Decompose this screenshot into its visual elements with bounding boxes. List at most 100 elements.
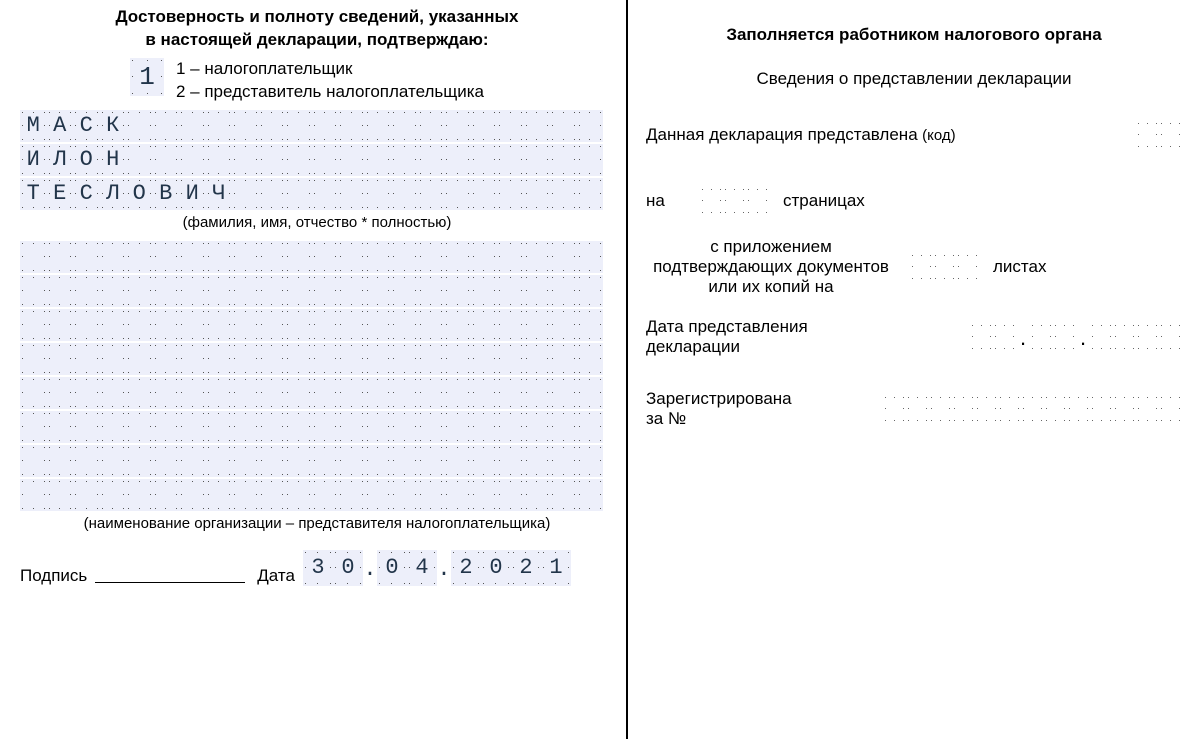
name-cell[interactable] (577, 144, 604, 176)
name-cell[interactable] (577, 110, 604, 142)
name-cell[interactable] (312, 178, 339, 210)
input-cell[interactable] (998, 395, 1021, 423)
org-cell[interactable] (100, 241, 127, 273)
attachments-cells[interactable] (910, 253, 979, 281)
org-cell[interactable] (179, 343, 206, 375)
name-cell[interactable] (285, 178, 312, 210)
org-cell[interactable] (47, 377, 74, 409)
name-cell[interactable] (418, 144, 445, 176)
date-cell[interactable]: 3 (303, 550, 333, 586)
date-cell[interactable] (1053, 323, 1076, 351)
date-cell[interactable] (993, 323, 1016, 351)
declarant-type-code-cell[interactable]: 1 (130, 58, 164, 96)
org-cell[interactable] (259, 275, 286, 307)
input-cell[interactable] (1021, 395, 1044, 423)
org-cell[interactable] (577, 411, 604, 443)
signature-line[interactable] (95, 581, 245, 583)
org-cell[interactable] (471, 241, 498, 273)
org-cell[interactable] (100, 445, 127, 477)
org-cell[interactable] (126, 309, 153, 341)
org-cell[interactable] (338, 309, 365, 341)
org-cell[interactable] (285, 309, 312, 341)
org-cell[interactable] (444, 377, 471, 409)
org-cell[interactable] (100, 377, 127, 409)
org-cell[interactable] (365, 445, 392, 477)
org-cell[interactable] (232, 343, 259, 375)
name-cell[interactable]: О (73, 144, 100, 176)
org-cell[interactable] (20, 241, 47, 273)
input-cell[interactable] (906, 395, 929, 423)
input-cell[interactable] (1136, 395, 1159, 423)
org-cell[interactable] (365, 343, 392, 375)
org-cell[interactable] (444, 241, 471, 273)
org-cell[interactable] (126, 377, 153, 409)
org-row[interactable] (20, 479, 614, 511)
name-cell[interactable]: С (73, 178, 100, 210)
org-cell[interactable] (285, 343, 312, 375)
org-cell[interactable] (153, 275, 180, 307)
org-cell[interactable] (550, 275, 577, 307)
org-cell[interactable] (153, 411, 180, 443)
org-cell[interactable] (365, 275, 392, 307)
org-cell[interactable] (391, 377, 418, 409)
date-cell[interactable] (1136, 323, 1159, 351)
org-cell[interactable] (259, 241, 286, 273)
org-cell[interactable] (577, 445, 604, 477)
org-cell[interactable] (232, 445, 259, 477)
name-cell[interactable] (418, 110, 445, 142)
org-cell[interactable] (497, 241, 524, 273)
org-cell[interactable] (338, 275, 365, 307)
name-cell[interactable] (391, 144, 418, 176)
name-cell[interactable]: Ч (206, 178, 233, 210)
org-cell[interactable] (20, 377, 47, 409)
org-cell[interactable] (179, 445, 206, 477)
input-cell[interactable] (1044, 395, 1067, 423)
org-cell[interactable] (259, 343, 286, 375)
name-cell[interactable] (471, 178, 498, 210)
org-row[interactable] (20, 309, 614, 341)
name-cell[interactable] (285, 144, 312, 176)
name-cell[interactable] (524, 178, 551, 210)
name-cell[interactable] (259, 144, 286, 176)
name-cell[interactable] (338, 110, 365, 142)
org-cell[interactable] (577, 377, 604, 409)
name-cell[interactable] (524, 110, 551, 142)
org-cell[interactable] (73, 479, 100, 511)
org-cell[interactable] (577, 241, 604, 273)
name-cell[interactable]: А (47, 110, 74, 142)
org-cell[interactable] (47, 275, 74, 307)
org-cell[interactable] (577, 275, 604, 307)
org-cell[interactable] (471, 343, 498, 375)
name-row[interactable]: ТЕСЛОВИЧ (20, 178, 614, 210)
name-cell[interactable] (365, 144, 392, 176)
org-cell[interactable] (47, 309, 74, 341)
input-cell[interactable] (910, 253, 933, 281)
org-cell[interactable] (47, 445, 74, 477)
name-cell[interactable] (577, 178, 604, 210)
name-cell[interactable] (444, 110, 471, 142)
name-cell[interactable] (391, 110, 418, 142)
org-cell[interactable] (577, 309, 604, 341)
org-cell[interactable] (179, 411, 206, 443)
name-cell[interactable] (232, 144, 259, 176)
org-cell[interactable] (550, 479, 577, 511)
org-cell[interactable] (153, 377, 180, 409)
org-cell[interactable] (153, 309, 180, 341)
name-cell[interactable] (338, 178, 365, 210)
name-cell[interactable] (206, 110, 233, 142)
org-cell[interactable] (471, 445, 498, 477)
input-cell[interactable] (952, 395, 975, 423)
org-cell[interactable] (312, 309, 339, 341)
org-cell[interactable] (73, 377, 100, 409)
name-cell[interactable] (497, 178, 524, 210)
name-cell[interactable]: Л (47, 144, 74, 176)
date-input[interactable]: 30.04.2021 (303, 550, 571, 586)
name-cell[interactable] (550, 178, 577, 210)
name-cell[interactable] (153, 144, 180, 176)
org-cell[interactable] (444, 309, 471, 341)
org-cell[interactable] (20, 343, 47, 375)
org-row[interactable] (20, 343, 614, 375)
org-cell[interactable] (206, 309, 233, 341)
org-cell[interactable] (418, 377, 445, 409)
org-cell[interactable] (418, 411, 445, 443)
